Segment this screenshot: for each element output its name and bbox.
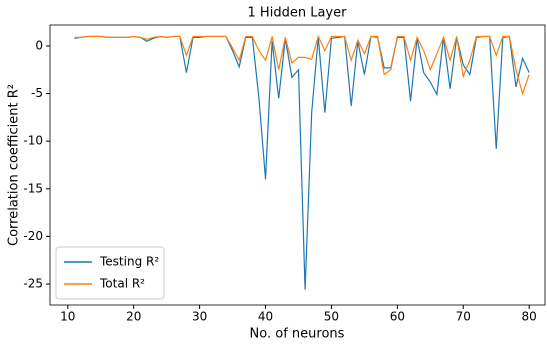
plot-frame (49, 24, 546, 306)
y-tick-label: -10 (23, 134, 43, 148)
y-tick-label: -5 (31, 86, 43, 100)
y-tick-label: -15 (23, 181, 43, 195)
y-axis-label: Correlation coefficient R² (7, 84, 22, 246)
x-axis-label: No. of neurons (250, 327, 345, 342)
x-tick-label: 50 (324, 310, 339, 324)
x-tick-label: 70 (456, 310, 471, 324)
series-line (74, 35, 530, 290)
series-line (74, 34, 530, 96)
legend-label: Total R² (99, 277, 145, 291)
x-tick-label: 10 (60, 310, 75, 324)
y-tick-label: 0 (35, 38, 43, 52)
y-tick-label: -25 (23, 277, 43, 291)
y-tick-label: -20 (23, 229, 43, 243)
legend-label: Testing R² (99, 255, 159, 269)
legend-box (55, 246, 165, 300)
x-tick-label: 30 (192, 310, 207, 324)
x-tick-label: 80 (522, 310, 537, 324)
x-tick-label: 20 (126, 310, 141, 324)
x-tick-label: 40 (258, 310, 273, 324)
x-tick-label: 60 (390, 310, 405, 324)
chart-title: 1 Hidden Layer (248, 6, 348, 21)
